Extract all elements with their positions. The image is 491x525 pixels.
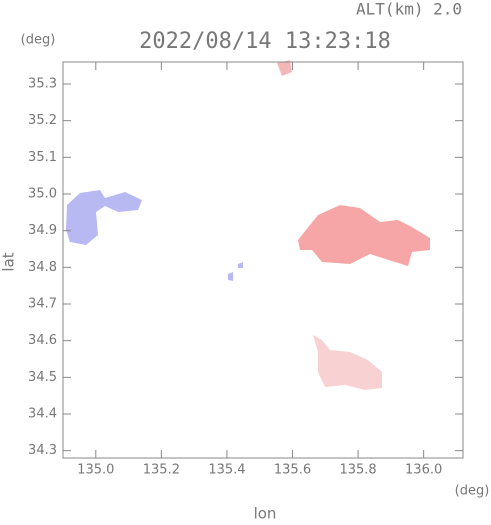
y-tick-label: 34.3	[28, 443, 57, 458]
y-tick-label: 34.4	[28, 407, 57, 422]
x-tick-label: 135.6	[274, 463, 311, 478]
y-tick-label: 34.5	[28, 370, 57, 385]
y-tick-label: 34.7	[28, 297, 57, 312]
x-unit: (deg)	[455, 484, 490, 499]
x-label: lon	[254, 505, 277, 522]
y-tick-label: 35.0	[28, 187, 57, 202]
y-tick-label: 34.8	[28, 260, 57, 275]
chart-title: 2022/08/14 13:23:18	[139, 29, 391, 54]
y-label: lat	[0, 252, 18, 271]
x-tick-label: 136.0	[405, 463, 442, 478]
y-tick-label: 34.9	[28, 223, 57, 238]
x-tick-label: 135.8	[339, 463, 376, 478]
y-tick-label: 34.6	[28, 333, 57, 348]
y-tick-label: 35.3	[28, 77, 57, 92]
subtitle: ALT(km) 2.0	[356, 0, 462, 19]
x-tick-label: 135.4	[208, 463, 245, 478]
x-tick-label: 135.2	[143, 463, 180, 478]
y-unit: (deg)	[21, 33, 56, 48]
echoes	[66, 60, 430, 390]
y-tick-label: 35.2	[28, 113, 57, 128]
y-tick-label: 35.1	[28, 150, 57, 165]
x-tick-label: 135.0	[77, 463, 114, 478]
plot-frame	[62, 61, 464, 459]
